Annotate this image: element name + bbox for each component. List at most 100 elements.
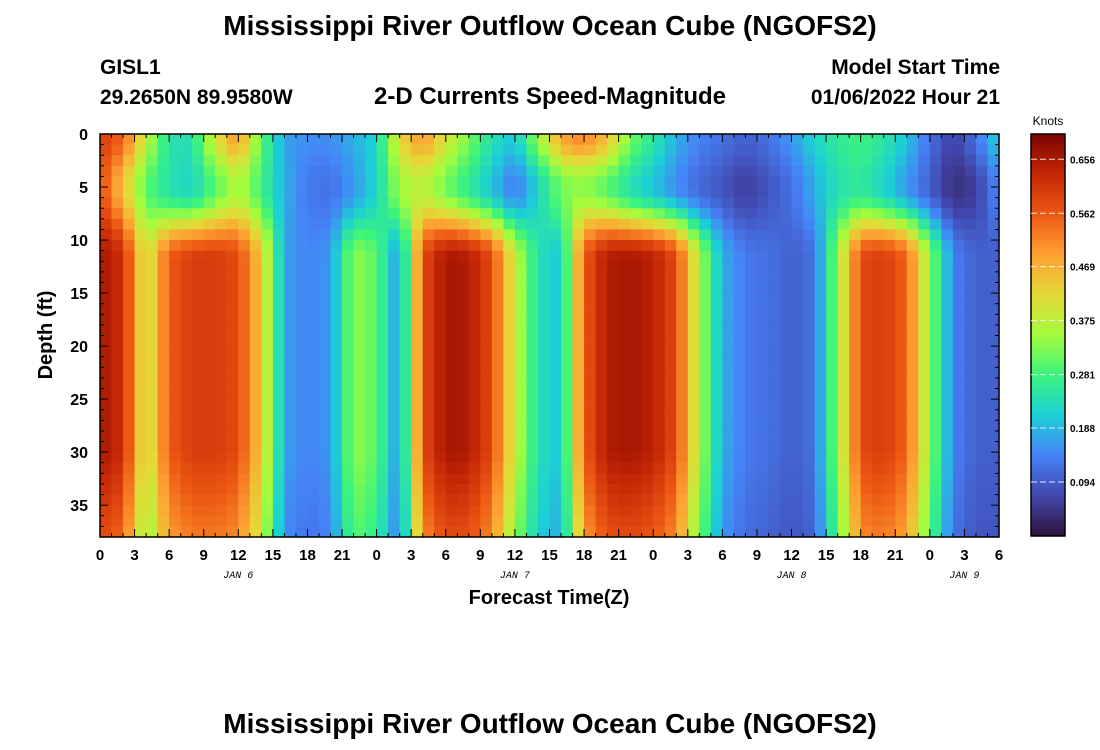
heatmap-cell	[445, 505, 458, 517]
heatmap-cell	[872, 399, 885, 411]
heatmap-cell	[353, 346, 366, 358]
heatmap-cell	[918, 187, 931, 199]
heatmap-cell	[272, 515, 286, 527]
heatmap-cell	[514, 367, 528, 379]
heatmap-cell	[491, 505, 504, 517]
heatmap-cell	[295, 335, 309, 347]
heatmap-cell	[722, 441, 735, 453]
heatmap-cell	[814, 420, 827, 432]
heatmap-cell	[468, 399, 481, 411]
heatmap-cell	[710, 473, 723, 485]
heatmap-cell	[422, 155, 435, 167]
heatmap-cell	[134, 144, 147, 156]
heatmap-cell	[975, 441, 989, 453]
heatmap-cell	[952, 250, 966, 262]
heatmap-cell	[146, 176, 159, 188]
heatmap-cell	[261, 229, 274, 241]
heatmap-cell	[561, 303, 574, 315]
heatmap-cell	[226, 526, 239, 538]
heatmap-cell	[791, 134, 804, 146]
heatmap-cell	[584, 473, 597, 485]
heatmap-cell	[203, 314, 216, 326]
heatmap-cell	[249, 515, 262, 527]
heatmap-cell	[653, 187, 666, 199]
heatmap-cell	[399, 303, 412, 315]
heatmap-cell	[595, 473, 608, 485]
heatmap-cell	[445, 229, 458, 241]
heatmap-cell	[411, 483, 424, 496]
heatmap-cell	[342, 409, 355, 421]
heatmap-cell	[630, 293, 643, 305]
heatmap-cell	[376, 303, 389, 315]
heatmap-cell	[157, 134, 170, 146]
heatmap-cell	[826, 388, 839, 400]
heatmap-cell	[318, 430, 332, 443]
heatmap-cell	[272, 526, 286, 538]
heatmap-cell	[676, 314, 689, 326]
heatmap-cell	[653, 293, 666, 305]
heatmap-cell	[376, 144, 389, 156]
heatmap-cell	[676, 240, 689, 252]
heatmap-cell	[618, 409, 631, 421]
heatmap-cell	[860, 293, 873, 305]
heatmap-cell	[342, 293, 355, 305]
heatmap-cell	[307, 197, 320, 209]
heatmap-cell	[307, 324, 320, 337]
heatmap-cell	[238, 367, 251, 379]
heatmap-cell	[849, 388, 862, 400]
heatmap-cell	[134, 134, 147, 146]
heatmap-cell	[814, 282, 827, 294]
heatmap-cell	[952, 240, 966, 252]
heatmap-cell	[180, 176, 193, 188]
heatmap-cell	[918, 388, 931, 400]
heatmap-cell	[768, 356, 781, 368]
heatmap-cell	[226, 155, 239, 167]
heatmap-cell	[480, 187, 493, 199]
heatmap-cell	[722, 409, 735, 421]
heatmap-cell	[307, 187, 320, 199]
heatmap-cell	[295, 144, 309, 156]
heatmap-cell	[826, 187, 839, 199]
heatmap-cell	[607, 526, 620, 538]
heatmap-cell	[699, 324, 712, 337]
heatmap-cell	[607, 356, 620, 368]
heatmap-cell	[791, 229, 804, 241]
heatmap-cell	[607, 155, 620, 167]
heatmap-cell	[226, 176, 239, 188]
heatmap-cell	[249, 409, 262, 421]
heatmap-cell	[295, 409, 309, 421]
heatmap-cell	[203, 240, 216, 252]
heatmap-cell	[111, 483, 124, 496]
heatmap-cell	[134, 462, 147, 474]
heatmap-cell	[883, 134, 896, 146]
heatmap-cell	[883, 335, 896, 347]
heatmap-cell	[653, 250, 666, 262]
heatmap-cell	[975, 409, 989, 421]
heatmap-cell	[883, 261, 896, 273]
heatmap-cell	[733, 526, 747, 538]
heatmap-cell	[768, 271, 781, 284]
heatmap-cell	[803, 303, 816, 315]
heatmap-cell	[491, 452, 504, 464]
heatmap-cell	[111, 134, 124, 146]
heatmap-cell	[826, 261, 839, 273]
heatmap-cell	[952, 282, 966, 294]
heatmap-cell	[975, 271, 989, 284]
heatmap-cell	[526, 324, 539, 337]
heatmap-cell	[365, 462, 378, 474]
heatmap-cell	[975, 430, 989, 443]
heatmap-cell	[503, 462, 516, 474]
heatmap-cell	[215, 505, 228, 517]
heatmap-cell	[388, 356, 401, 368]
heatmap-cell	[411, 505, 424, 517]
heatmap-cell	[607, 271, 620, 284]
heatmap-cell	[192, 187, 205, 199]
heatmap-cell	[883, 303, 896, 315]
heatmap-cell	[780, 399, 793, 411]
heatmap-cell	[814, 229, 827, 241]
heatmap-cell	[780, 218, 793, 231]
heatmap-cell	[641, 218, 654, 231]
heatmap-cell	[434, 303, 447, 315]
heatmap-cell	[929, 155, 942, 167]
heatmap-cell	[618, 346, 631, 358]
